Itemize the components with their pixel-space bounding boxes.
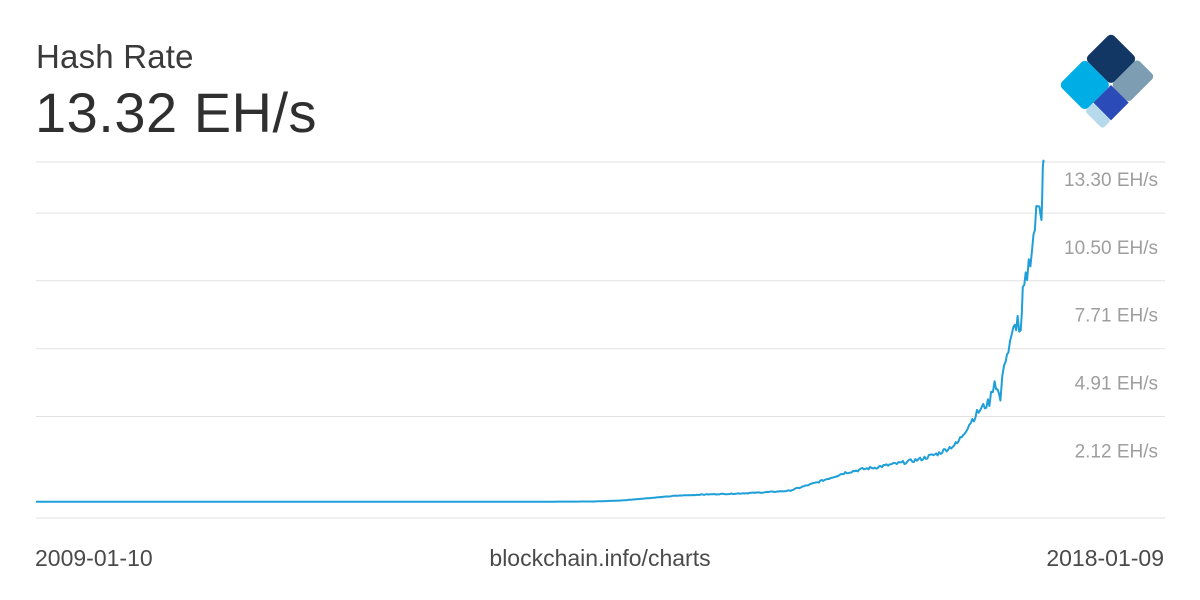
hash-rate-line (36, 159, 1045, 503)
y-tick-label: 7.71 EH/s (1075, 306, 1158, 327)
logo-dark-tile (1086, 34, 1136, 83)
start-date-label: 2009-01-10 (35, 545, 153, 571)
logo-cyan-tile (1060, 60, 1109, 110)
blockchain-logo-icon (1060, 34, 1154, 128)
logo-gray-tile (1112, 60, 1154, 102)
grid-lines (36, 161, 1165, 519)
current-hash-rate: 13.32 EH/s (35, 81, 318, 144)
y-tick-label: 13.30 EH/s (1064, 170, 1158, 191)
y-tick-label: 4.91 EH/s (1075, 374, 1158, 395)
y-axis-ticks: 2.12 EH/s 4.91 EH/s 7.71 EH/s 10.50 EH/s 13.… (1064, 170, 1158, 462)
y-tick-label: 10.50 EH/s (1064, 238, 1158, 259)
end-date-label: 2018-01-09 (1046, 545, 1164, 571)
logo-light-tile (1086, 103, 1110, 128)
y-tick-label: 2.12 EH/s (1075, 441, 1158, 462)
source-label: blockchain.info/charts (489, 545, 711, 571)
chart-title: Hash Rate (36, 38, 194, 75)
